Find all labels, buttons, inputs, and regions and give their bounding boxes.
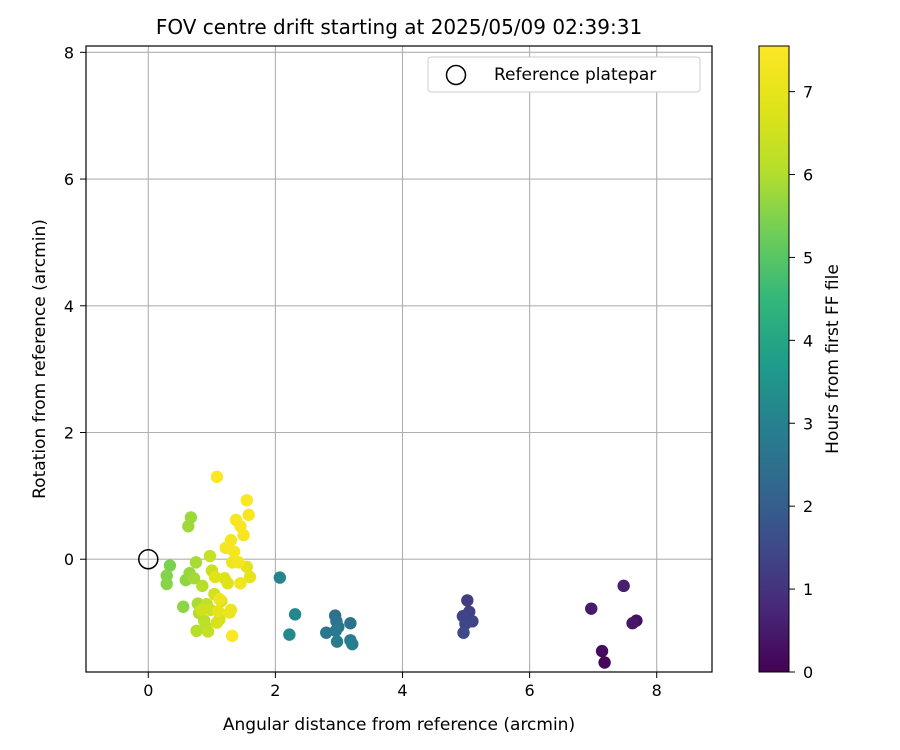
scatter-point xyxy=(461,594,474,607)
legend: Reference platepar xyxy=(427,56,701,93)
scatter-point xyxy=(224,534,238,547)
reference-marker xyxy=(138,548,159,570)
colorbar-tick-label: 6 xyxy=(803,166,813,185)
y-axis-label: Rotation from reference (arcmin) xyxy=(30,219,50,499)
y-tick-label: 8 xyxy=(64,43,74,62)
scatter-point xyxy=(189,556,203,569)
scatter-point xyxy=(344,617,357,630)
scatter-point xyxy=(224,603,238,617)
legend-marker-reference xyxy=(445,64,467,86)
x-tick-label: 0 xyxy=(143,681,153,700)
x-tick-label: 8 xyxy=(652,681,662,700)
x-tick-label: 2 xyxy=(270,681,280,700)
scatter-point xyxy=(196,579,209,593)
scatter-point xyxy=(330,635,344,648)
scatter-point xyxy=(208,570,222,584)
scatter-point xyxy=(288,608,302,621)
scatter-point xyxy=(232,556,245,569)
scatter-point xyxy=(201,625,215,638)
colorbar-tick-label: 0 xyxy=(803,663,813,682)
colorbar-tick-label: 1 xyxy=(803,580,813,599)
scatter-point xyxy=(225,629,239,643)
colorbar-tick-label: 3 xyxy=(803,414,813,433)
scatter-point xyxy=(221,577,234,590)
x-axis-label: Angular distance from reference (arcmin) xyxy=(223,715,575,735)
y-tick-label: 4 xyxy=(64,297,74,316)
y-tick-label: 2 xyxy=(64,423,74,442)
scatter-point xyxy=(213,592,226,606)
scatter-point xyxy=(195,603,208,617)
scatter-points xyxy=(160,470,643,669)
scatter-point xyxy=(203,549,217,563)
scatter-point xyxy=(160,577,173,591)
scatter-point xyxy=(283,628,296,641)
scatter-point xyxy=(243,570,257,584)
y-axis-ticks: 0 2 4 6 8 xyxy=(64,43,86,569)
scatter-point xyxy=(585,602,598,615)
colorbar xyxy=(758,45,790,673)
x-tick-label: 4 xyxy=(397,681,407,700)
scatter-point xyxy=(234,577,247,590)
colorbar-ticks: 0 1 2 3 4 5 6 7 xyxy=(789,83,813,682)
scatter-point xyxy=(210,470,224,484)
scatter-point xyxy=(626,617,639,630)
colorbar-tick-label: 2 xyxy=(803,497,813,516)
scatter-point xyxy=(457,626,470,639)
scatter-point xyxy=(346,637,359,651)
grid xyxy=(86,46,712,672)
scatter-point xyxy=(163,559,177,572)
colorbar-tick-label: 4 xyxy=(803,331,813,350)
scatter-point xyxy=(240,494,253,507)
scatter-point xyxy=(595,644,609,658)
scatter-point xyxy=(182,520,195,533)
scatter-point xyxy=(329,624,342,638)
scatter-point xyxy=(320,626,333,639)
colorbar-tick-label: 5 xyxy=(803,248,813,267)
x-tick-label: 6 xyxy=(525,681,535,700)
colorbar-label: Hours from first FF file xyxy=(823,264,843,454)
scatter-point xyxy=(187,572,201,585)
plot-frame xyxy=(85,45,713,673)
chart-title: FOV centre drift starting at 2025/05/09 … xyxy=(156,15,642,39)
colorbar-tick-label: 7 xyxy=(803,83,813,102)
scatter-point xyxy=(234,520,247,533)
y-tick-label: 0 xyxy=(64,550,74,569)
x-axis-ticks: 0 2 4 6 8 xyxy=(143,672,662,700)
scatter-point xyxy=(211,604,225,618)
scatter-point xyxy=(273,571,287,584)
scatter-point xyxy=(242,508,255,522)
legend-entry-reference: Reference platepar xyxy=(494,65,656,85)
reference-platepar-marker xyxy=(138,548,159,570)
scatter-point xyxy=(210,616,224,629)
y-tick-label: 6 xyxy=(64,170,74,189)
scatter-point xyxy=(598,656,611,669)
scatter-point xyxy=(617,579,630,593)
scatter-point xyxy=(177,600,190,613)
